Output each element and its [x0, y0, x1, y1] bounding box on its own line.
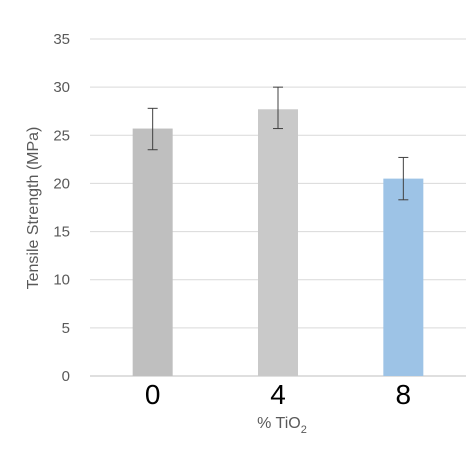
y-axis-title: Tensile Strength (MPa) — [25, 127, 42, 290]
bars — [132, 109, 424, 376]
error-bars — [147, 86, 409, 201]
y-tick-labels: 0 5 10 15 20 25 30 35 — [53, 31, 70, 385]
y-tick-label: 15 — [53, 224, 70, 241]
bar-4 — [258, 109, 298, 376]
bar-0 — [132, 128, 173, 376]
y-tick-label: 5 — [62, 320, 70, 337]
y-tick-label: 0 — [62, 368, 70, 385]
x-tick-labels: 0 4 8 — [145, 379, 411, 410]
error-bar-0 — [147, 107, 158, 151]
y-tick-label: 20 — [53, 175, 70, 192]
y-tick-label: 30 — [53, 79, 70, 96]
x-axis-title-main: % TiO — [257, 415, 301, 432]
y-tick-label: 10 — [53, 272, 70, 289]
x-axis-title-subscript: 2 — [301, 424, 307, 436]
y-tick-label: 25 — [53, 127, 70, 144]
error-bar-4 — [273, 86, 283, 130]
error-bar-8 — [398, 156, 409, 201]
x-tick-label: 4 — [270, 379, 286, 410]
x-axis-title: % TiO2 — [257, 415, 307, 436]
bar-8 — [383, 178, 424, 376]
x-tick-label: 8 — [396, 379, 412, 410]
y-tick-label: 35 — [53, 31, 70, 48]
x-tick-label: 0 — [145, 379, 161, 410]
